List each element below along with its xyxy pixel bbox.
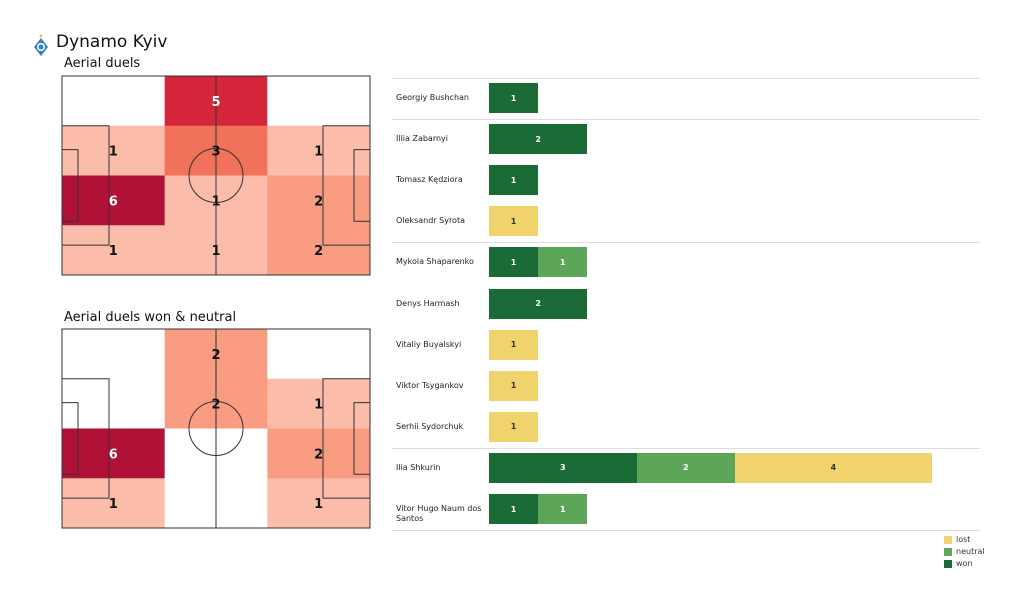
- legend-neutral: neutral: [944, 547, 985, 556]
- heat-cell: [62, 478, 166, 529]
- heat-cell: [267, 478, 371, 529]
- heat-cell: [267, 225, 371, 276]
- player-name: Tomasz Kędziora: [396, 175, 463, 185]
- heat-cell: [62, 76, 166, 127]
- bar-won: 1: [489, 247, 539, 278]
- heat-value: 1: [109, 244, 118, 259]
- heat-cell: [267, 428, 371, 479]
- team-logo: [33, 34, 49, 60]
- player-name: Denys Harmash: [396, 298, 460, 308]
- player-name: Serhii Sydorchuk: [396, 421, 464, 431]
- row-separator: [392, 448, 980, 449]
- heat-value: 1: [109, 145, 118, 160]
- player-name: Vitaliy Buyalskyi: [396, 339, 462, 349]
- player-name: Vitor Hugo Naum dos Santos: [396, 504, 482, 523]
- bar-won: 1: [489, 494, 539, 524]
- row-separator: [392, 242, 980, 243]
- bar-lost: 1: [489, 329, 539, 360]
- bar-lost: 1: [489, 370, 539, 401]
- heat-value: 1: [314, 497, 323, 512]
- bar-won: 2: [489, 288, 588, 319]
- heat-value: 1: [314, 145, 323, 160]
- pitch2-title: Aerial duels won & neutral: [64, 310, 237, 325]
- legend-lost: lost: [944, 535, 970, 544]
- heat-value: 6: [109, 194, 118, 209]
- player-name: Mykola Shaparenko: [396, 257, 474, 267]
- bar-lost: 4: [735, 452, 932, 483]
- player-name: Ilia Shkurin: [396, 462, 441, 472]
- bar-lost: 1: [489, 206, 539, 237]
- bar-won: 1: [489, 165, 539, 196]
- heat-cell: [62, 428, 166, 479]
- heat-value: 2: [211, 398, 220, 413]
- legend-won: won: [944, 559, 973, 568]
- heat-cell: [267, 378, 371, 429]
- bar-neutral: 2: [636, 452, 735, 483]
- heat-value: 1: [109, 497, 118, 512]
- player-name: Viktor Tsygankov: [396, 380, 464, 390]
- row-separator: [392, 530, 980, 531]
- heat-value: 2: [314, 194, 323, 209]
- heat-value: 1: [211, 244, 220, 259]
- bar-neutral: 1: [538, 494, 588, 524]
- heat-value: 5: [211, 95, 220, 110]
- bar-won: 2: [489, 124, 588, 155]
- heat-cell: [267, 125, 371, 176]
- row-separator: [392, 119, 980, 120]
- heat-cell: [267, 175, 371, 226]
- heat-cell: [62, 225, 166, 276]
- bar-won: 1: [489, 83, 539, 113]
- team-name: Dynamo Kyiv: [56, 32, 168, 52]
- heat-value: 2: [314, 447, 323, 462]
- row-separator: [392, 78, 980, 79]
- heat-value: 2: [211, 348, 220, 363]
- heat-cell: [62, 175, 166, 226]
- bar-lost: 1: [489, 411, 539, 442]
- heat-value: 1: [211, 194, 220, 209]
- heat-cell: [62, 378, 166, 429]
- player-name: Oleksandr Syrota: [396, 216, 465, 226]
- heat-value: 1: [314, 398, 323, 413]
- heat-value: 3: [211, 145, 220, 160]
- pitch1-title: Aerial duels: [64, 56, 141, 71]
- heat-cell: [62, 125, 166, 176]
- player-name: Illia Zabarnyi: [396, 134, 449, 144]
- heat-cell: [267, 329, 371, 380]
- heat-cell: [62, 329, 166, 380]
- player-name: Georgiy Bushchan: [396, 93, 469, 102]
- heat-value: 6: [109, 447, 118, 462]
- bar-won: 3: [489, 452, 637, 483]
- heat-value: 2: [314, 244, 323, 259]
- heat-cell: [267, 76, 371, 127]
- bar-neutral: 1: [538, 247, 588, 278]
